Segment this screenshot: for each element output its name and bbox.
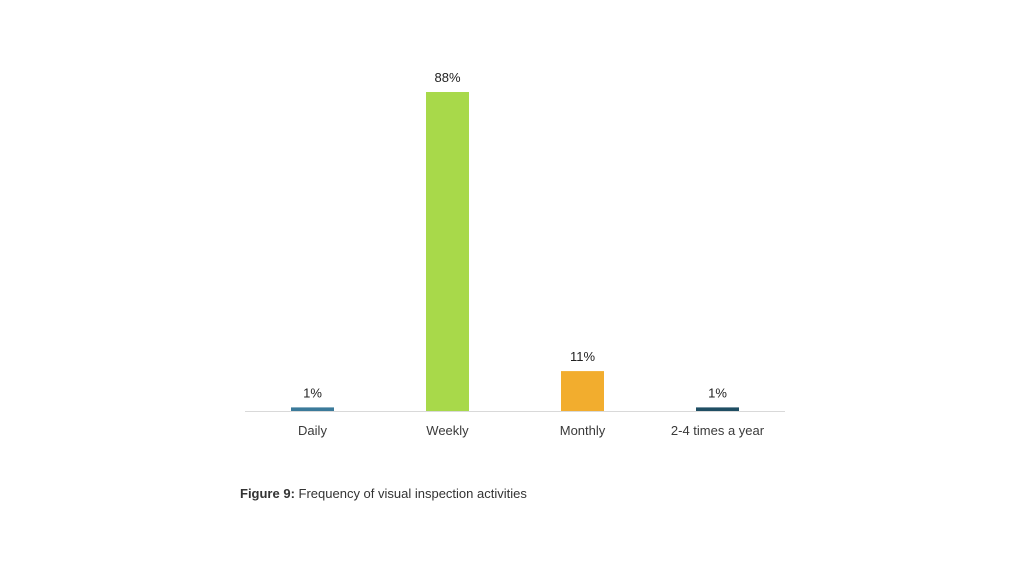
figure-caption: Figure 9: Frequency of visual inspection… xyxy=(240,486,527,501)
value-label: 11% xyxy=(570,349,595,364)
value-labels-group: 1% 88% 11% 1% xyxy=(303,70,727,400)
value-label: 1% xyxy=(303,385,322,400)
bar-monthly xyxy=(561,371,604,411)
bars-group xyxy=(291,92,739,411)
category-labels-group: Daily Weekly Monthly 2-4 times a year xyxy=(298,423,765,438)
value-label: 1% xyxy=(708,385,727,400)
category-label: Weekly xyxy=(426,423,469,438)
caption-text: Frequency of visual inspection activitie… xyxy=(294,486,527,501)
bar-2-4-times-a-year xyxy=(696,407,739,411)
value-label: 88% xyxy=(434,70,460,85)
category-label: Monthly xyxy=(560,423,606,438)
bar-daily xyxy=(291,407,334,411)
bar-chart: 1% 88% 11% 1% Daily Weekly Monthly 2-4 times a… xyxy=(245,70,785,438)
category-label: Daily xyxy=(298,423,327,438)
category-label: 2-4 times a year xyxy=(671,423,765,438)
bar-weekly xyxy=(426,92,469,411)
caption-prefix: Figure 9: xyxy=(240,486,295,501)
